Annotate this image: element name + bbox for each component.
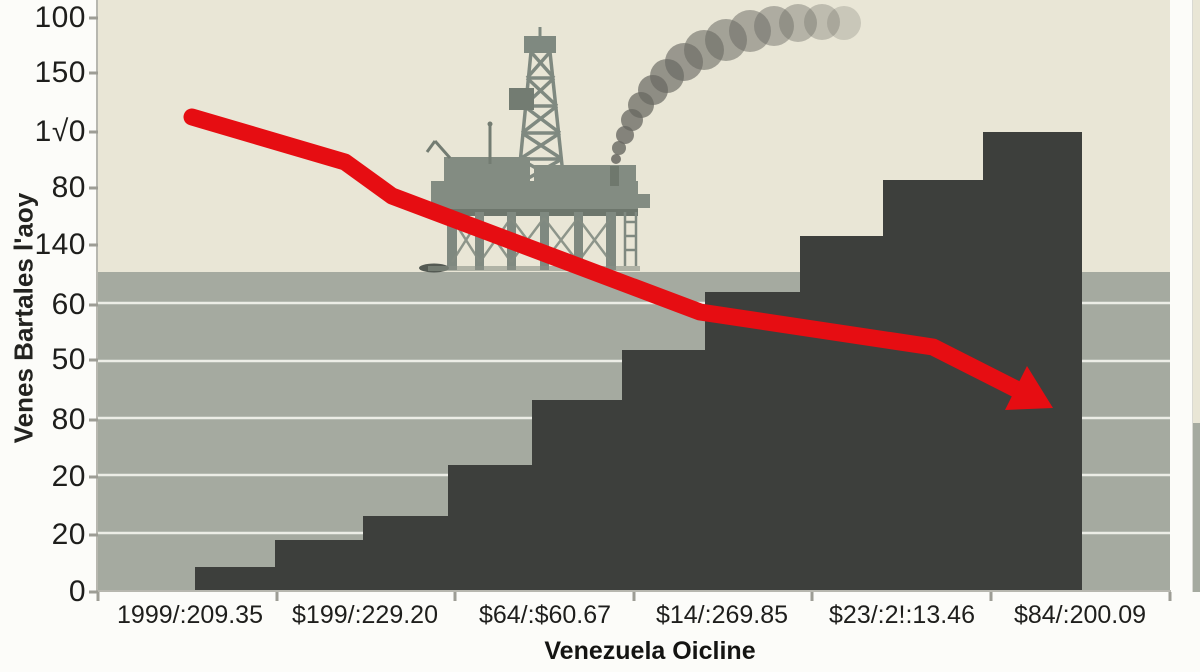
x-tick-mark xyxy=(453,592,457,601)
y-tick-label: 20 xyxy=(51,460,86,493)
x-axis-label: $199/:229.20 xyxy=(292,601,438,629)
x-axis-label: $84/:200.09 xyxy=(1013,601,1147,629)
bar-staircase xyxy=(195,132,1082,592)
crane-jib xyxy=(425,140,452,159)
y-axis-title: Venes Bartales l'aoy xyxy=(8,192,39,444)
x-axis-line xyxy=(96,590,1171,592)
x-axis-label: 1999/:209.35 xyxy=(117,601,263,629)
x-tick-mark xyxy=(1168,592,1172,601)
derrick-side-box xyxy=(509,88,534,110)
plot-area xyxy=(98,0,1170,592)
x-axis-label: $14/:269.85 xyxy=(655,601,789,629)
y-tick-label: 150 xyxy=(34,56,86,89)
decline-arrow xyxy=(183,108,1053,410)
y-axis-line xyxy=(96,0,98,592)
deck-mast-top xyxy=(487,121,493,127)
x-axis-label: $23/:2!:13.46 xyxy=(829,601,975,629)
platform-deck xyxy=(431,157,650,216)
side-ladder xyxy=(623,212,638,266)
chart-title: Venezuela Oicline xyxy=(544,637,756,665)
y-tick-label: 0 xyxy=(68,575,86,608)
y-tick-label: 1√0 xyxy=(34,115,86,148)
derrick-tower xyxy=(516,50,566,186)
x-tick-mark xyxy=(96,592,100,601)
x-tick-mark xyxy=(810,592,814,601)
x-axis-label: $64/:$60.67 xyxy=(478,601,612,629)
x-tick-mark xyxy=(275,592,279,601)
rig-waterline-shadow xyxy=(428,266,640,271)
derrick-crown xyxy=(524,36,556,53)
y-tick-label: 100 xyxy=(34,1,86,34)
y-tick-label: 20 xyxy=(51,518,86,551)
edge-artifact-strip xyxy=(1192,0,1200,592)
x-tick-mark xyxy=(632,592,636,601)
chart-graphics xyxy=(98,4,1170,592)
smoke-plume xyxy=(611,4,861,164)
x-tick-mark xyxy=(989,592,993,601)
smokestack xyxy=(610,166,619,186)
